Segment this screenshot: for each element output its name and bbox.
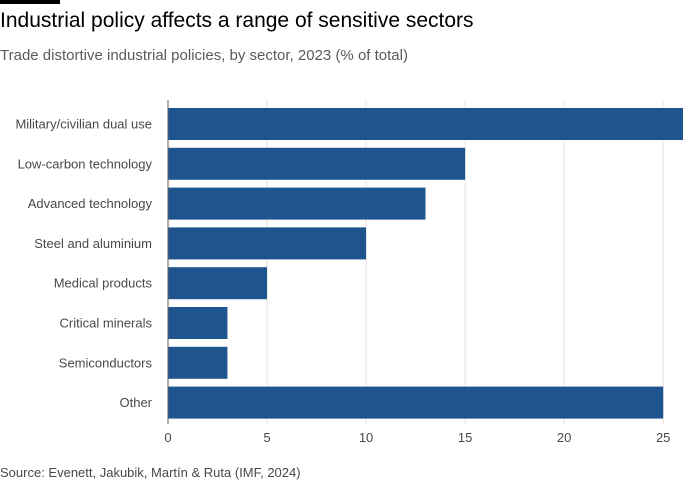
- chart-subtitle: Trade distortive industrial policies, by…: [0, 47, 408, 64]
- header-rule: [0, 0, 60, 4]
- category-label-military-civilian-dual-use: Military/civilian dual use: [15, 117, 152, 132]
- category-labels: Military/civilian dual use Low-carbon tec…: [15, 117, 152, 411]
- x-tick-label-10: 10: [359, 430, 373, 445]
- bar-critical-minerals: [168, 307, 228, 339]
- bar-military-civilian-dual-use: [168, 108, 683, 140]
- x-tick-label-15: 15: [458, 430, 472, 445]
- bar-medical-products: [168, 267, 268, 300]
- bar-advanced-technology: [168, 187, 426, 220]
- x-tick-label-0: 0: [164, 430, 171, 445]
- source-note: Source: Evenett, Jakubik, Martín & Ruta …: [0, 465, 301, 480]
- x-tick-label-25: 25: [656, 430, 670, 445]
- x-axis-ticks: 0 5 10 15 20 25: [164, 430, 670, 445]
- chart-title: Industrial policy affects a range of sen…: [0, 9, 474, 32]
- bar-steel-and-aluminium: [168, 227, 367, 260]
- category-label-low-carbon-technology: Low-carbon technology: [18, 156, 153, 171]
- bar-low-carbon-technology: [168, 147, 466, 180]
- category-label-medical-products: Medical products: [54, 276, 153, 291]
- bars: [168, 108, 683, 419]
- bar-other: [168, 386, 664, 419]
- bar-semiconductors: [168, 346, 228, 379]
- category-label-critical-minerals: Critical minerals: [60, 316, 153, 331]
- bar-chart: Military/civilian dual use Low-carbon tec…: [15, 100, 683, 445]
- category-label-steel-and-aluminium: Steel and aluminium: [34, 236, 152, 251]
- category-label-other: Other: [119, 395, 152, 410]
- category-label-advanced-technology: Advanced technology: [28, 196, 153, 211]
- x-tick-label-20: 20: [557, 430, 571, 445]
- category-label-semiconductors: Semiconductors: [59, 355, 153, 370]
- x-tick-label-5: 5: [263, 430, 270, 445]
